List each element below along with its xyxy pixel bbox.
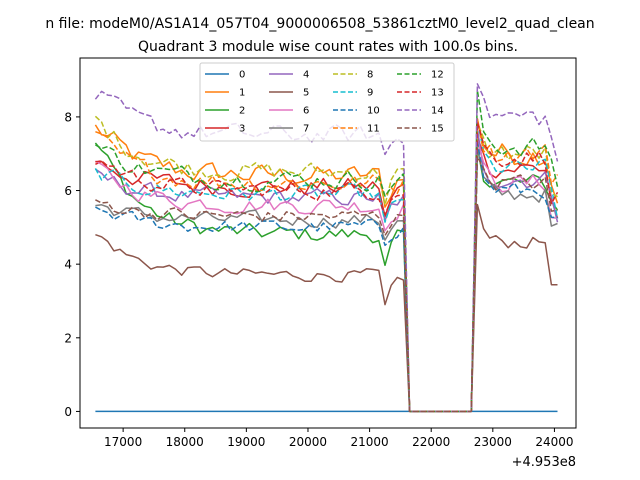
series-line-15	[95, 155, 558, 413]
legend-label-7: 7	[303, 124, 309, 135]
x-offset-label: +4.953e8	[512, 455, 576, 470]
series-line-11	[95, 117, 559, 413]
x-tick-label: 18000	[166, 435, 204, 449]
x-tick-label: 22000	[412, 435, 450, 449]
x-tick-label: 17000	[104, 435, 142, 449]
legend-label-5: 5	[303, 88, 309, 99]
series-line-13	[95, 121, 559, 413]
x-tick-label: 24000	[535, 435, 573, 449]
legend-label-9: 9	[367, 88, 373, 99]
ticks-layer: 17000 18000 19000 20000 21000 22000 23000 24000…	[64, 110, 573, 449]
series-line-1	[94, 118, 559, 413]
chart-suptitle: n file: modeM0/AS1A14_057T04_9000006508_…	[45, 16, 594, 32]
y-tick-label: 2	[64, 331, 72, 345]
legend-label-15: 15	[431, 124, 444, 135]
legend-label-8: 8	[367, 70, 373, 81]
series-line-6	[95, 139, 558, 413]
x-tick-label: 20000	[289, 435, 327, 449]
series-line-5	[95, 203, 558, 413]
series-line-12	[95, 89, 559, 413]
legend-label-11: 11	[367, 124, 380, 135]
legend-label-6: 6	[303, 106, 309, 117]
legend-label-14: 14	[431, 106, 444, 117]
series-line-8	[94, 115, 558, 413]
legend-box	[199, 62, 455, 142]
series-layer	[94, 83, 559, 413]
legend-label-2: 2	[239, 106, 245, 117]
y-tick-label: 4	[64, 258, 72, 272]
x-tick-label: 23000	[474, 435, 512, 449]
legend-label-4: 4	[303, 70, 309, 81]
y-tick-label: 0	[64, 405, 72, 419]
chart-title: Quadrant 3 module wise count rates with …	[138, 39, 518, 55]
series-line-9	[94, 121, 559, 413]
legend-label-0: 0	[239, 70, 245, 81]
y-tick-label: 8	[64, 110, 72, 124]
plot-border	[79, 57, 577, 429]
x-tick-label: 19000	[227, 435, 265, 449]
series-line-10	[95, 140, 558, 413]
legend-label-12: 12	[431, 70, 444, 81]
legend-label-10: 10	[367, 106, 380, 117]
x-tick-label: 21000	[350, 435, 388, 449]
legend-label-3: 3	[239, 124, 245, 135]
y-tick-label: 6	[64, 184, 72, 198]
legend-label-1: 1	[239, 88, 245, 99]
legend-label-13: 13	[431, 88, 444, 99]
